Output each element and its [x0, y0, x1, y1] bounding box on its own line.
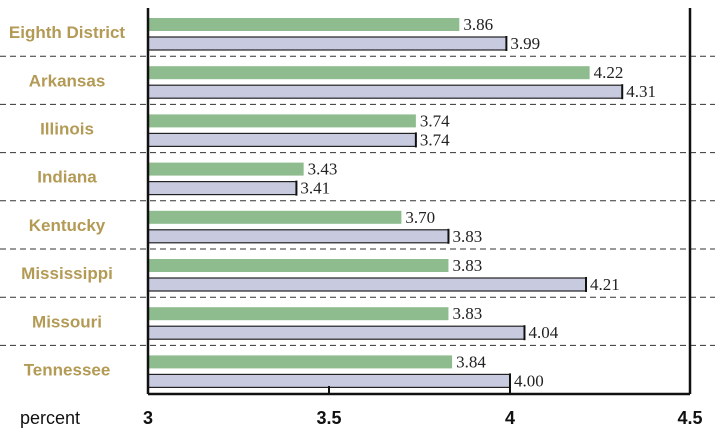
- bar-series-2: [147, 277, 587, 292]
- bar-series-1: [148, 210, 402, 224]
- value-label: 3.70: [405, 208, 435, 227]
- bar-series-2: [147, 132, 417, 147]
- value-label: 3.84: [456, 352, 486, 371]
- bar-series-2: [147, 325, 526, 340]
- category-labels: Eighth District Arkansas Illinois Indiana Ke…: [9, 23, 126, 379]
- unit-label: percent: [20, 408, 80, 428]
- x-tick-label: 4.5: [677, 408, 702, 428]
- category-label: Eighth District: [9, 23, 126, 42]
- category-label: Tennessee: [24, 361, 111, 380]
- category-label: Illinois: [40, 120, 94, 139]
- value-label: 3.41: [300, 179, 330, 198]
- category-label: Missouri: [32, 312, 102, 331]
- x-tick-label: 3.5: [316, 408, 341, 428]
- bar-series-1: [148, 114, 416, 128]
- bar-series-2: [147, 36, 507, 51]
- x-tick-label: 3: [143, 408, 153, 428]
- x-tick-label: 4: [505, 408, 515, 428]
- bar-series-2: [147, 373, 511, 388]
- category-label: Mississippi: [21, 264, 113, 283]
- value-label: 4.31: [626, 82, 656, 101]
- value-label: 4.21: [590, 275, 620, 294]
- value-label: 3.99: [510, 34, 540, 53]
- value-label: 3.83: [452, 304, 482, 323]
- value-label: 4.04: [528, 323, 558, 342]
- value-label: 3.74: [420, 111, 450, 130]
- bar-series-1: [148, 18, 460, 31]
- axes: [146, 8, 692, 396]
- bar-series-2: [147, 181, 298, 196]
- category-label: Kentucky: [29, 216, 106, 235]
- bar-series-1: [148, 355, 453, 369]
- category-separators: [0, 55, 715, 346]
- bar-series-1: [148, 307, 449, 321]
- value-labels: 3.86 3.99 4.224.31 3.743.74 3.433.41 3.70 3.83…: [300, 15, 656, 390]
- value-label: 3.86: [463, 15, 493, 34]
- category-label: Indiana: [37, 168, 97, 187]
- tick-labels: 3 3.5 4 4.5: [143, 408, 703, 428]
- bar-series-2: [147, 84, 623, 99]
- bar-series-1: [148, 66, 590, 80]
- value-label: 3.74: [420, 130, 450, 149]
- bar-series-1: [148, 259, 449, 272]
- value-label: 3.83: [452, 256, 482, 275]
- value-label: 4.00: [514, 371, 544, 390]
- value-label: 3.43: [308, 160, 338, 179]
- bar-series-1: [148, 162, 304, 176]
- category-label: Arkansas: [29, 71, 106, 90]
- bar-series-2: [147, 229, 450, 244]
- value-label: 4.22: [594, 63, 624, 82]
- value-label: 3.83: [452, 227, 482, 246]
